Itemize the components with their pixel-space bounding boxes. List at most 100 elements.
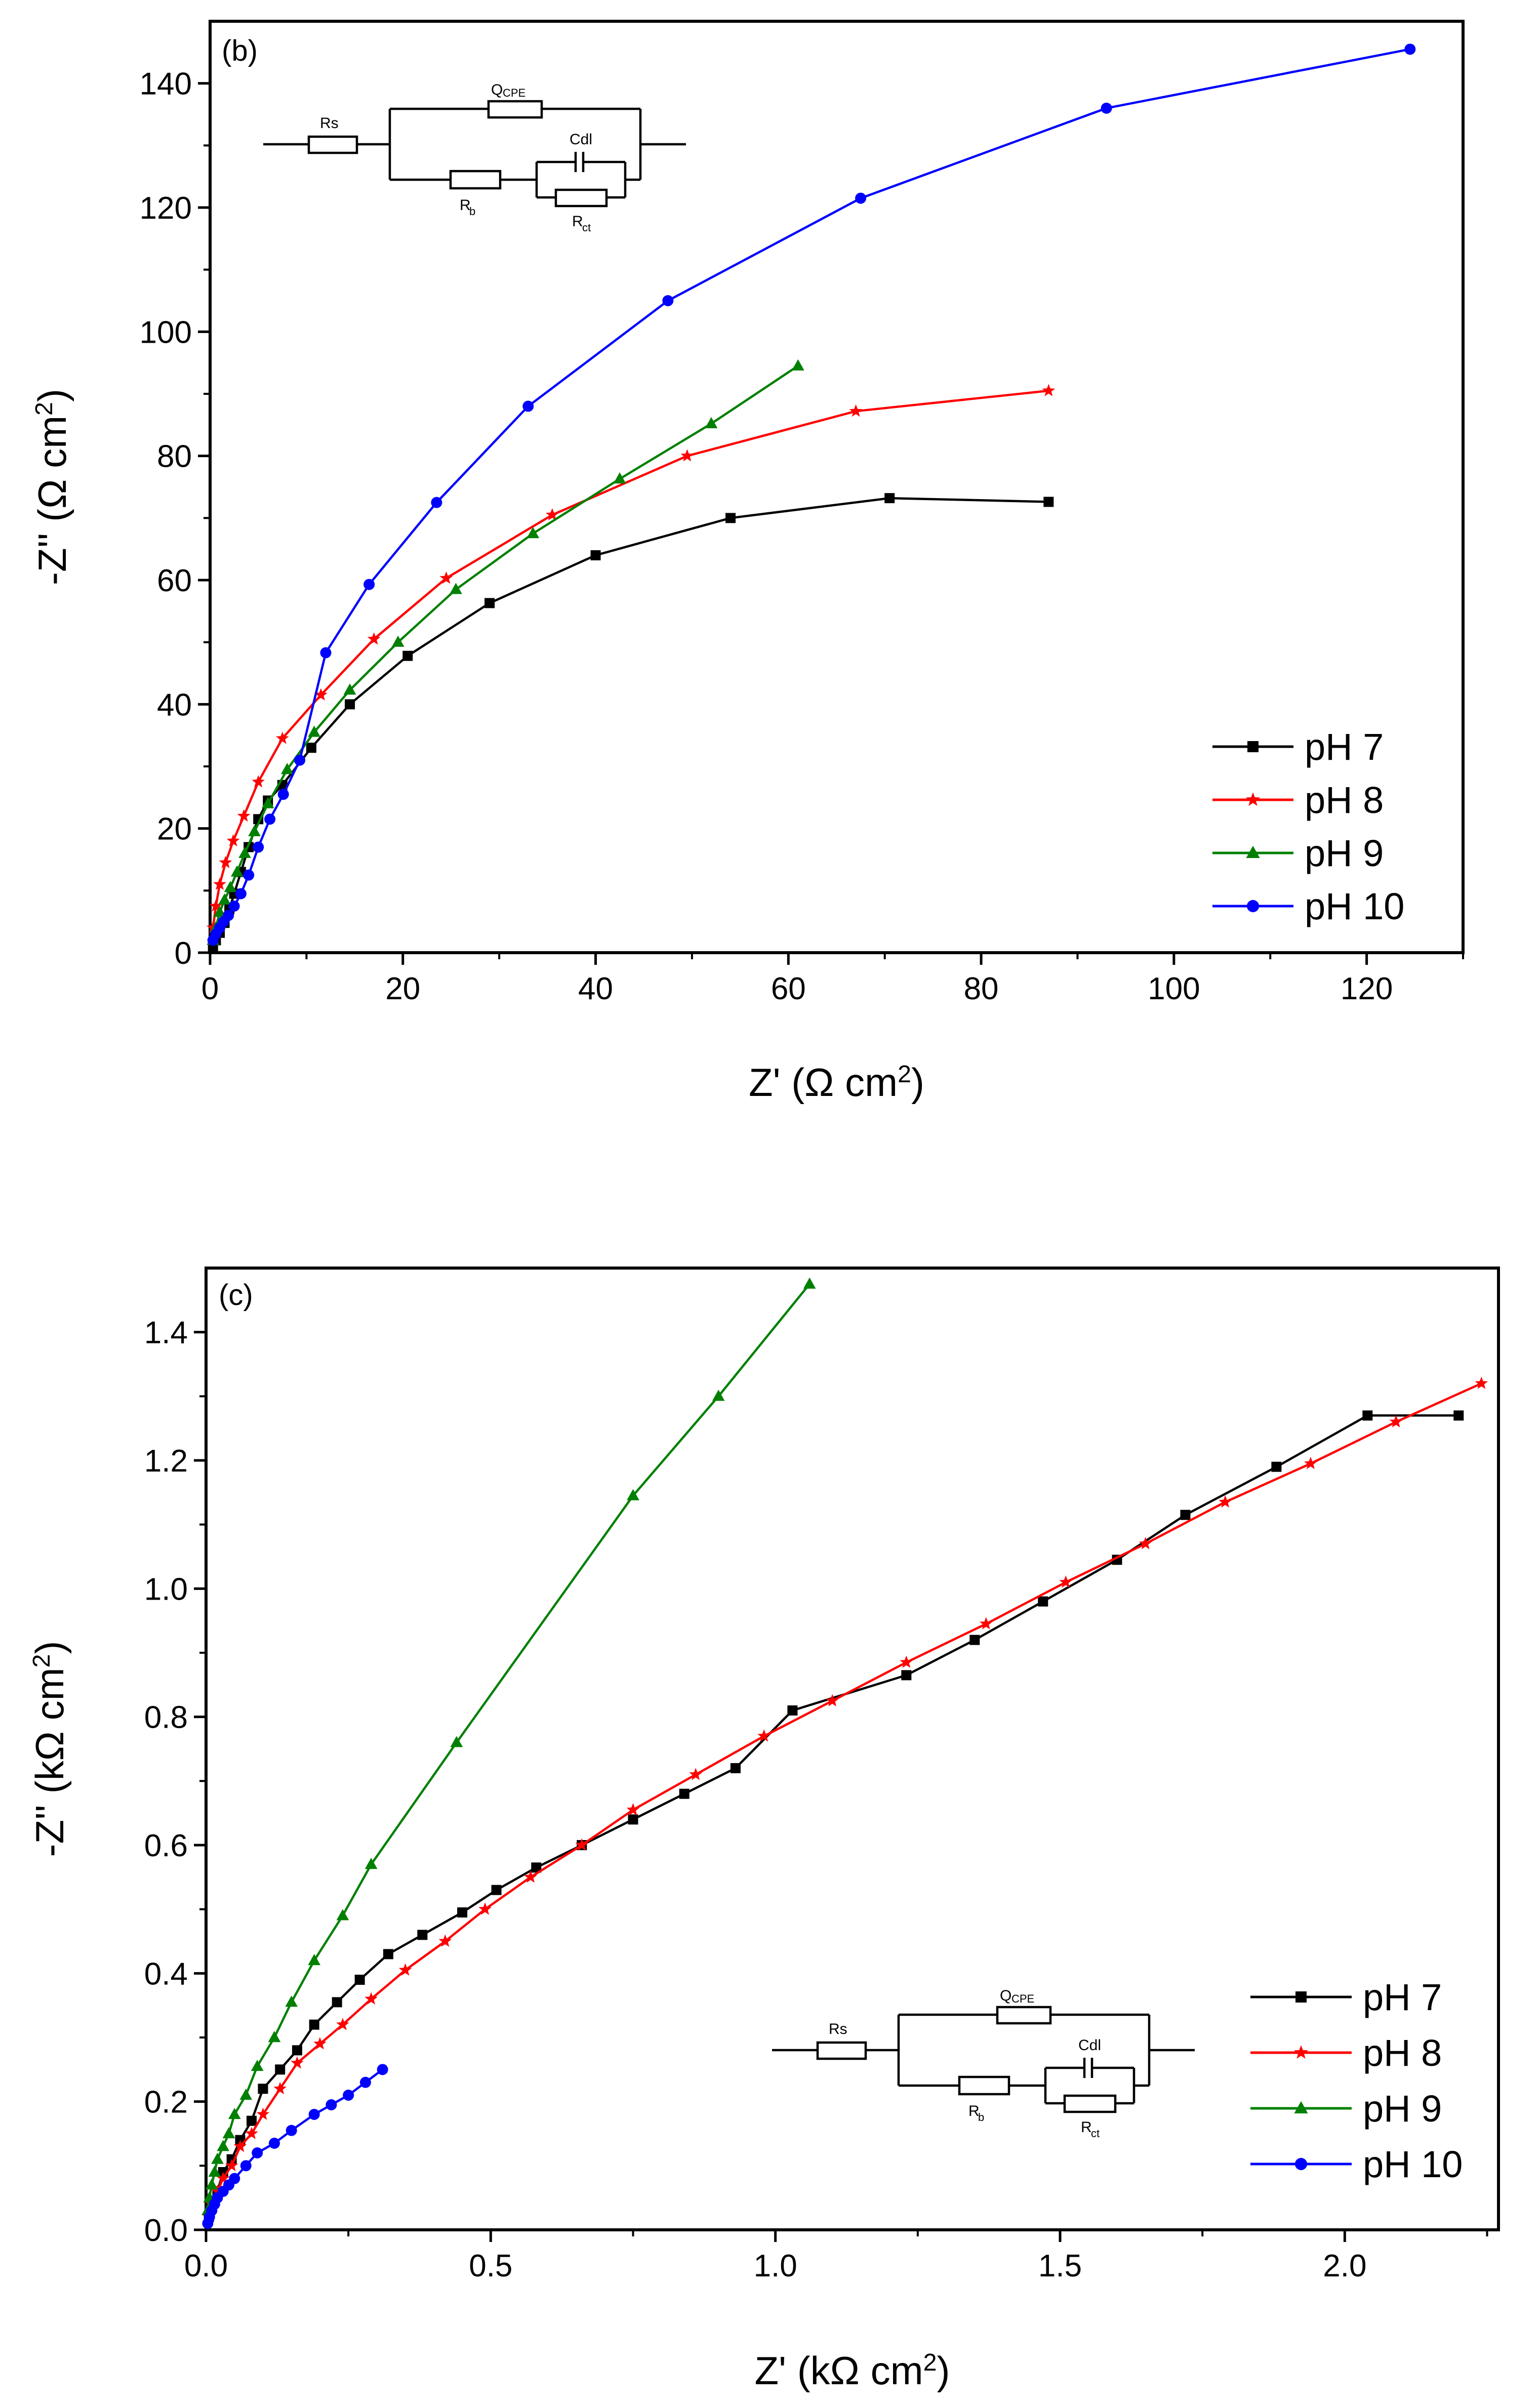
y-tick-label: 140	[140, 67, 192, 102]
data-point	[613, 472, 626, 484]
data-point	[1180, 1510, 1191, 1520]
legend-marker	[1247, 741, 1259, 752]
y-tick-label: 20	[157, 812, 192, 847]
x-tick-label: 60	[771, 971, 806, 1006]
x-tick-label: 120	[1341, 971, 1393, 1006]
x-axis-label: Z' (Ω cm2)	[749, 1060, 924, 1105]
data-point	[248, 825, 261, 836]
data-point	[377, 2064, 388, 2075]
x-tick-label: 40	[578, 971, 613, 1006]
data-point	[226, 834, 240, 847]
data-point	[712, 1390, 725, 1401]
y-tick-label: 40	[157, 687, 192, 722]
y-axis-label-main: -Z'' (Ω cm	[30, 416, 74, 585]
data-point	[438, 1934, 452, 1947]
legend-marker	[1245, 792, 1261, 806]
data-point	[277, 789, 289, 800]
data-point	[314, 688, 328, 701]
data-point	[275, 2064, 286, 2075]
label-rb: R	[460, 197, 471, 214]
legend-marker	[1246, 900, 1260, 913]
data-point	[526, 527, 540, 539]
data-point	[491, 1885, 502, 1895]
data-point	[224, 881, 237, 892]
y-tick-label: 1.2	[144, 1444, 188, 1479]
label-rs: Rs	[320, 115, 339, 132]
data-point	[680, 449, 694, 462]
label-rct: R	[1081, 2119, 1092, 2136]
data-point	[239, 2089, 253, 2100]
data-point	[251, 2060, 264, 2071]
series-line	[208, 1382, 1482, 2218]
legend: pH 7 pH 8 pH 9 pH 10	[1212, 726, 1404, 927]
data-point	[258, 2084, 268, 2094]
y-tick-label: 1.0	[144, 1572, 188, 1607]
legend-label: pH 7	[1363, 1976, 1442, 2018]
data-point	[343, 683, 356, 695]
series-line	[208, 1414, 1459, 2218]
series-line	[212, 48, 1410, 941]
y-axis-label: -Z'' (Ω cm2)	[30, 389, 74, 585]
y-axis-label: -Z'' (kΩ cm2)	[27, 1641, 72, 1857]
data-point	[336, 2018, 349, 2030]
data-point	[252, 2147, 263, 2158]
data-point	[1042, 384, 1056, 396]
label-qcpe: Q	[491, 81, 503, 98]
data-point	[1304, 1456, 1317, 1470]
data-point	[1219, 1495, 1232, 1508]
data-point	[345, 699, 355, 710]
data-point	[626, 1803, 640, 1816]
y-tick-label: 100	[140, 315, 192, 350]
data-point	[791, 359, 804, 371]
data-point	[803, 1277, 816, 1289]
resistor-rs	[307, 135, 358, 154]
y-tick-label: 60	[157, 563, 192, 598]
data-point	[211, 2184, 224, 2197]
series-line	[207, 2068, 383, 2224]
label-rct: R	[572, 213, 583, 230]
y-axis-label-tail: )	[30, 389, 74, 402]
series-ph-9	[207, 359, 804, 945]
data-point	[364, 1858, 378, 1869]
data-point	[280, 763, 294, 774]
series-ph-9	[201, 1277, 816, 2216]
series-ph-7	[204, 1410, 1464, 2222]
data-point	[757, 1729, 771, 1742]
data-point	[285, 1995, 298, 2007]
data-point	[268, 2138, 280, 2149]
data-point	[208, 2166, 221, 2177]
data-point	[306, 743, 316, 753]
y-tick-label: 0.8	[144, 1700, 188, 1735]
resistor-rs	[816, 2041, 867, 2060]
y-axis-label-main: -Z'' (kΩ cm	[27, 1667, 72, 1857]
data-point	[1043, 497, 1054, 507]
data-point	[320, 647, 332, 659]
data-point	[313, 2037, 327, 2050]
x-axis-label-sup: 2	[898, 1060, 911, 1088]
x-axis-label-main: Z' (Ω cm	[749, 1060, 898, 1105]
panel-label: (c)	[219, 1279, 253, 1312]
series-line	[212, 497, 1049, 947]
x-tick-label: 1.0	[754, 2249, 797, 2283]
data-point	[294, 754, 306, 766]
chart-panel-b: 0 20 40 60 80 100 120 0 20 40 60 80 100 120 140 Z' (Ω c…	[30, 20, 1465, 1105]
label-rb-sub: b	[469, 205, 475, 218]
data-point	[849, 404, 863, 417]
label-rct-sub: ct	[1091, 2127, 1100, 2140]
data-point	[359, 2076, 371, 2088]
data-point	[367, 632, 381, 645]
data-point	[1362, 1410, 1373, 1421]
y-tick-label: 120	[140, 191, 192, 226]
data-point	[275, 731, 289, 744]
series-ph-7	[208, 493, 1054, 952]
data-point	[292, 2045, 302, 2056]
y-tick-label: 0.0	[144, 2213, 188, 2248]
data-point	[1475, 1376, 1488, 1389]
series-ph-8	[206, 384, 1056, 933]
legend-label: pH 10	[1363, 2143, 1463, 2185]
data-point	[662, 295, 674, 306]
data-point	[213, 877, 226, 890]
x-tick-label: 0.0	[184, 2249, 228, 2283]
data-point	[522, 400, 534, 412]
